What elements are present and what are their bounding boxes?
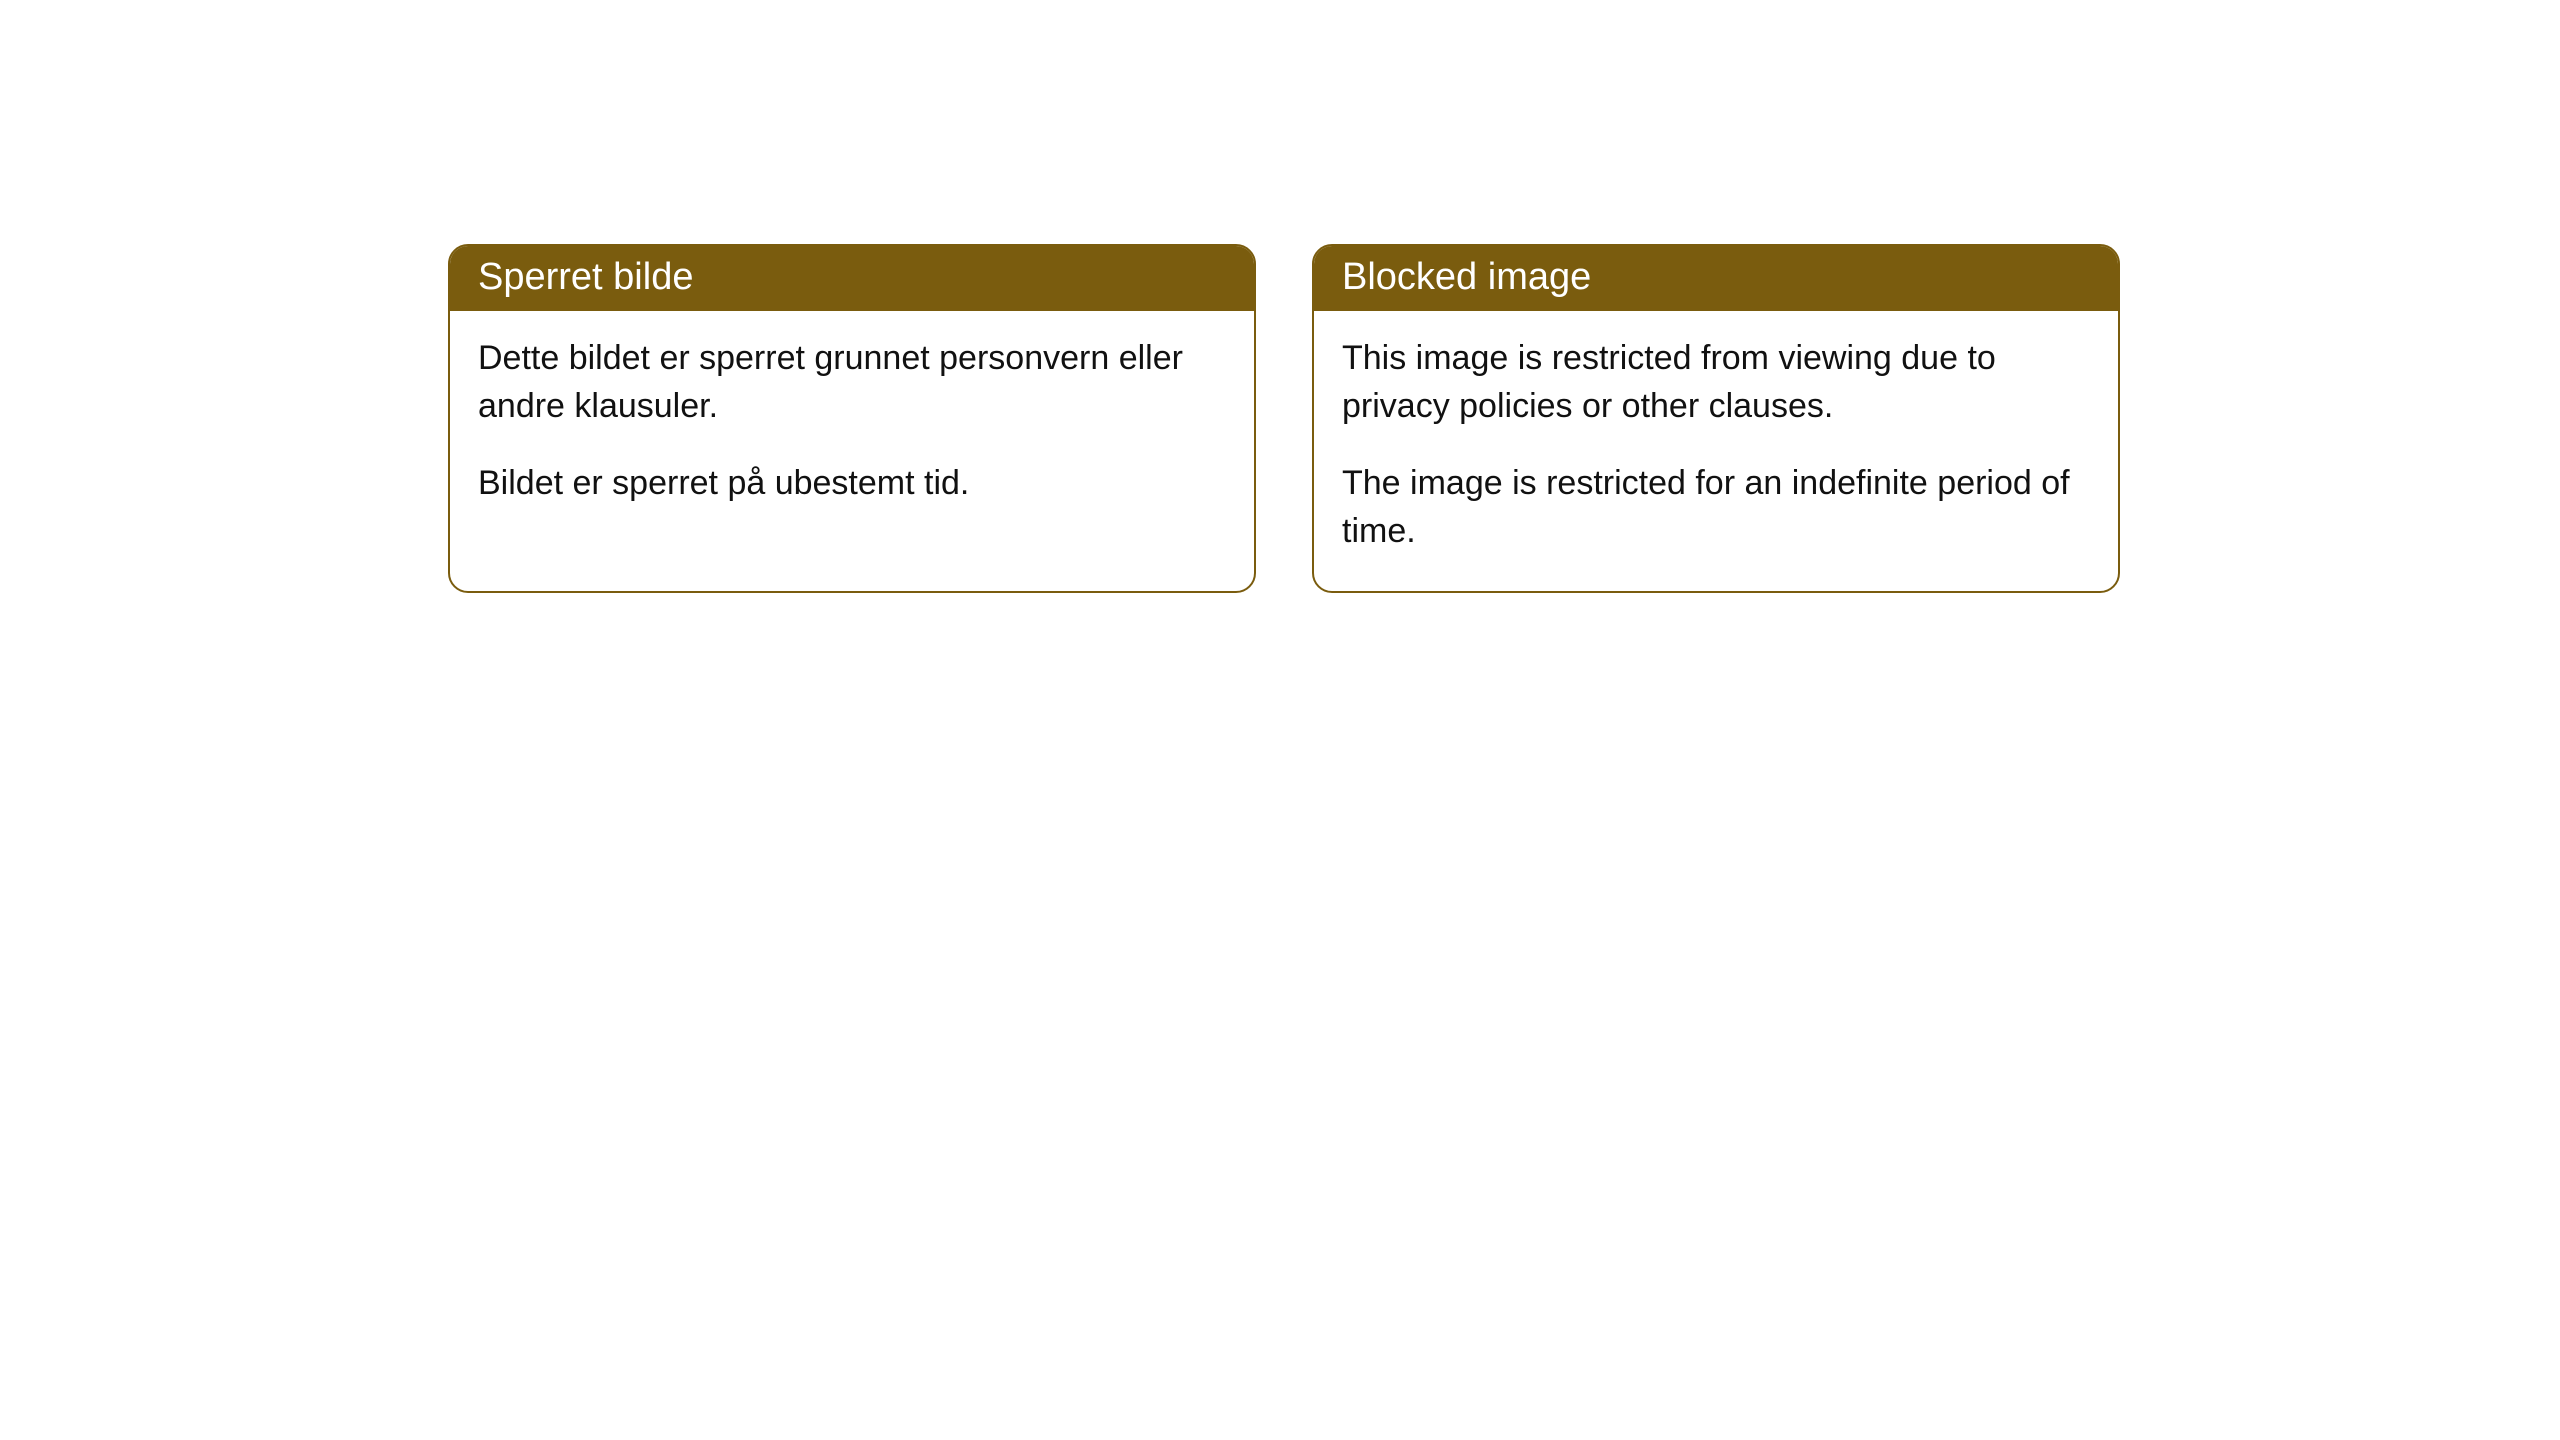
card-paragraph: Dette bildet er sperret grunnet personve…: [478, 335, 1226, 430]
card-english: Blocked image This image is restricted f…: [1312, 244, 2120, 593]
card-norwegian: Sperret bilde Dette bildet er sperret gr…: [448, 244, 1256, 593]
card-header-english: Blocked image: [1314, 246, 2118, 311]
card-paragraph: The image is restricted for an indefinit…: [1342, 460, 2090, 555]
card-paragraph: This image is restricted from viewing du…: [1342, 335, 2090, 430]
card-header-norwegian: Sperret bilde: [450, 246, 1254, 311]
cards-container: Sperret bilde Dette bildet er sperret gr…: [448, 244, 2120, 593]
card-paragraph: Bildet er sperret på ubestemt tid.: [478, 460, 1226, 508]
card-body-english: This image is restricted from viewing du…: [1314, 311, 2118, 591]
card-body-norwegian: Dette bildet er sperret grunnet personve…: [450, 311, 1254, 544]
